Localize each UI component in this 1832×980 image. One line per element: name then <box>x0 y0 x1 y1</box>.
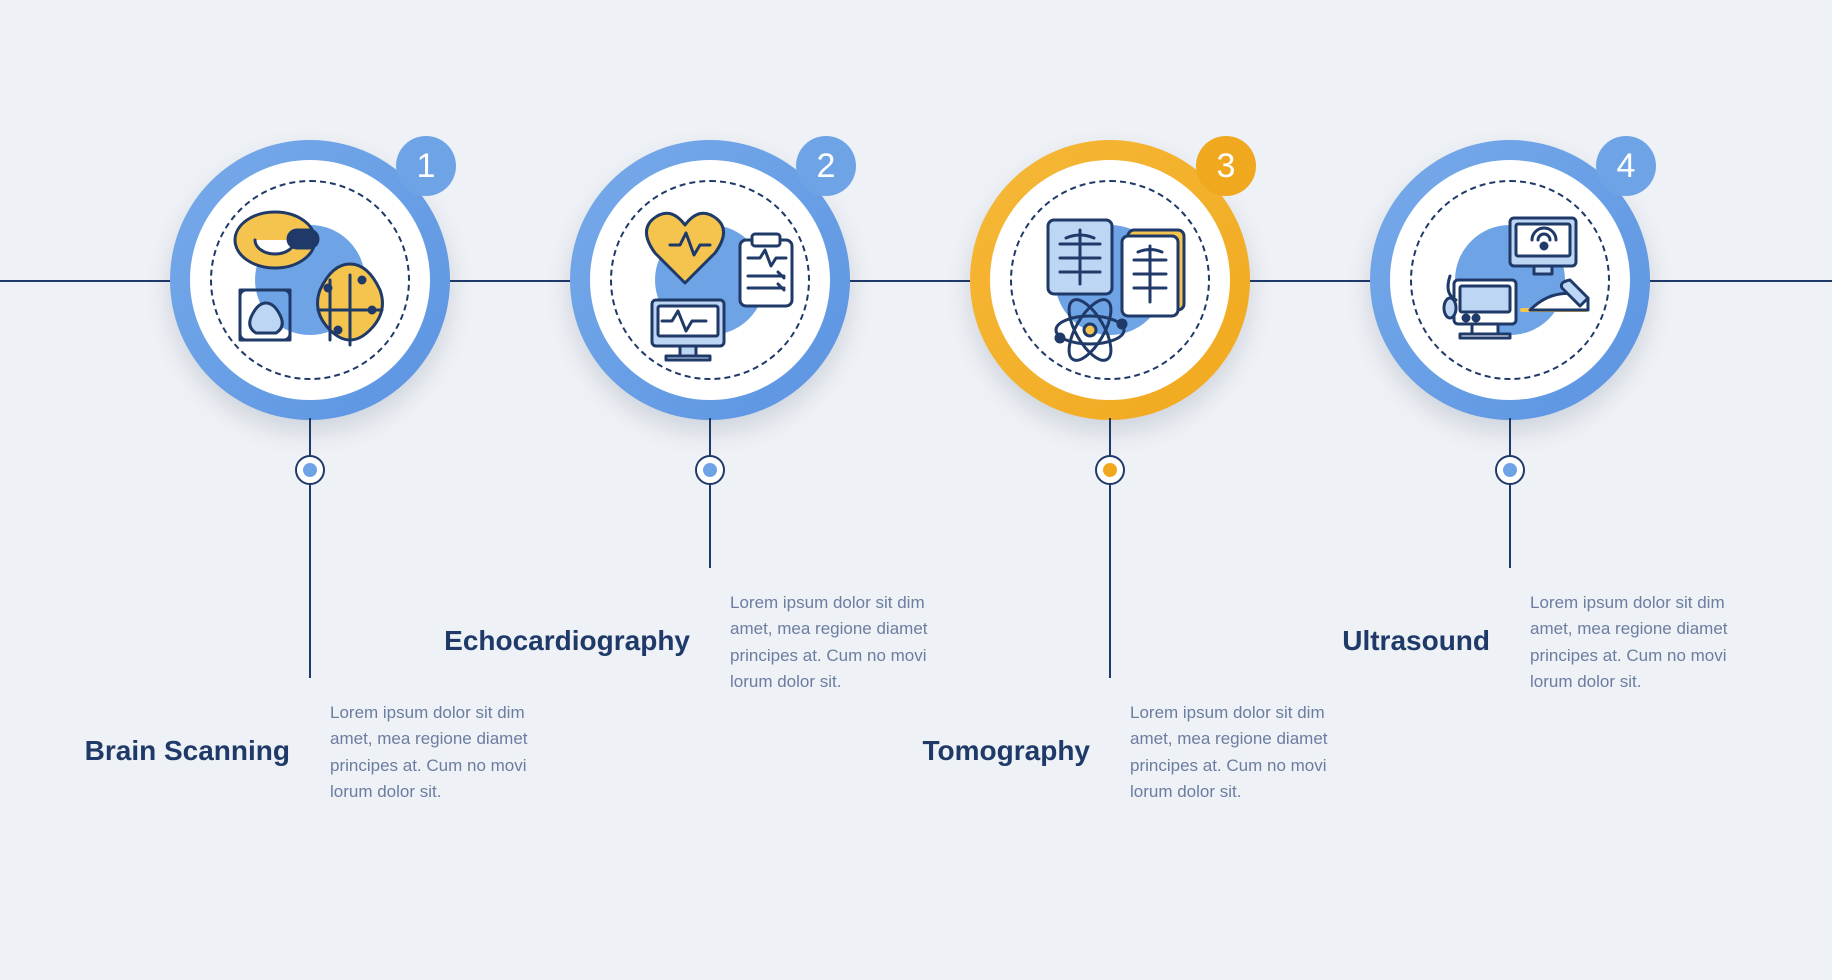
ultrasound-icon <box>1400 170 1620 390</box>
step-description: Lorem ipsum dolor sit dim amet, mea regi… <box>330 700 570 805</box>
step-description: Lorem ipsum dolor sit dim amet, mea regi… <box>1530 590 1770 695</box>
heart-monitor-icon <box>600 170 820 390</box>
step-3: 3 <box>960 130 1260 430</box>
step-dot-center <box>1503 463 1517 477</box>
brain-scan-icon <box>200 170 420 390</box>
step-1: 1 <box>160 130 460 430</box>
step-number-badge: 1 <box>396 136 456 196</box>
step-stem <box>709 418 711 568</box>
step-circle: 2 <box>560 130 860 430</box>
infographic-canvas: 1 Brain Scanning Lorem ipsum dolor sit di… <box>0 0 1832 980</box>
step-title: Tomography <box>830 735 1090 767</box>
step-number-badge: 3 <box>1196 136 1256 196</box>
step-description: Lorem ipsum dolor sit dim amet, mea regi… <box>730 590 970 695</box>
step-dot-center <box>1103 463 1117 477</box>
step-circle: 1 <box>160 130 460 430</box>
step-dot-center <box>303 463 317 477</box>
step-stem <box>1509 418 1511 568</box>
step-description: Lorem ipsum dolor sit dim amet, mea regi… <box>1130 700 1370 805</box>
step-title: Echocardiography <box>430 625 690 657</box>
step-title: Brain Scanning <box>30 735 290 767</box>
step-number-badge: 2 <box>796 136 856 196</box>
step-dot-center <box>703 463 717 477</box>
step-4: 4 <box>1360 130 1660 430</box>
step-circle: 3 <box>960 130 1260 430</box>
step-number-badge: 4 <box>1596 136 1656 196</box>
xray-atom-icon <box>1000 170 1220 390</box>
step-title: Ultrasound <box>1230 625 1490 657</box>
step-circle: 4 <box>1360 130 1660 430</box>
step-2: 2 <box>560 130 860 430</box>
